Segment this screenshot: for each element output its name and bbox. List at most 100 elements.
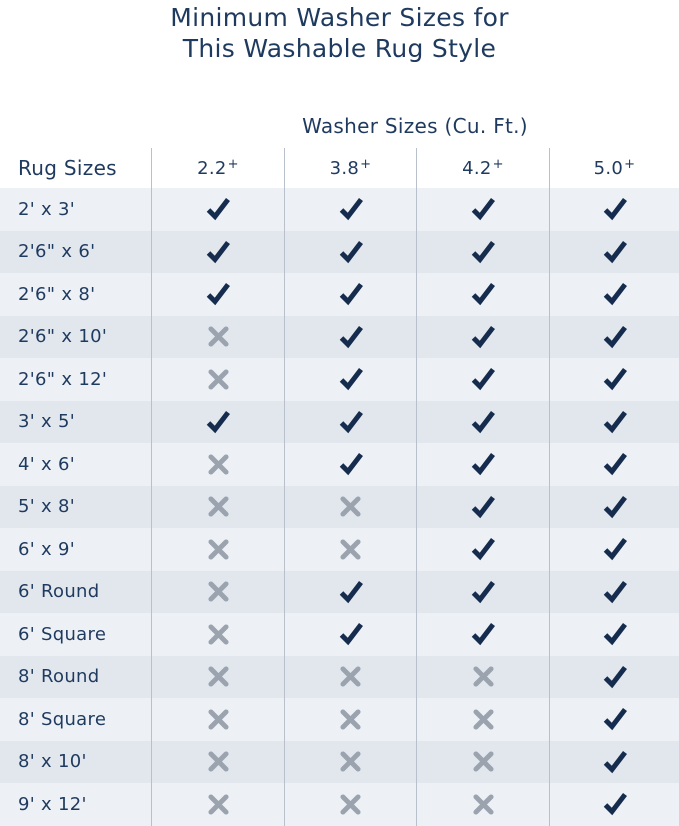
table-row: 5' x 8' xyxy=(0,485,679,528)
rug-size-label: 2'6" x 12' xyxy=(18,368,108,390)
check-icon xyxy=(603,623,627,646)
check-icon xyxy=(339,325,363,349)
washer-fit-cell xyxy=(151,570,284,613)
check-icon xyxy=(471,368,495,391)
check-icon xyxy=(339,453,363,476)
x-icon xyxy=(207,666,229,687)
washer-fit-cell xyxy=(416,528,549,571)
washer-fit-cell xyxy=(416,400,549,443)
x-icon xyxy=(207,369,229,390)
x-icon xyxy=(340,496,361,517)
washer-fit-cell xyxy=(284,273,416,316)
washer-fit-cell xyxy=(284,400,416,443)
rug-size-label: 6' Round xyxy=(18,581,100,603)
table-row: 6' Round xyxy=(0,570,679,613)
washer-fit-cell xyxy=(284,443,416,486)
washer-fit-cell xyxy=(284,315,416,358)
washer-fit-cell xyxy=(284,740,416,783)
washer-fit-cell xyxy=(151,400,284,443)
check-icon xyxy=(471,283,495,306)
x-icon xyxy=(207,751,229,772)
table-body: 2' x 3' 2'6" x 6' 2'6" x 8' 2'6" x 10' xyxy=(0,188,679,826)
washer-fit-cell xyxy=(549,485,679,528)
washer-fit-cell xyxy=(151,698,284,741)
washer-fit-cell xyxy=(151,783,284,826)
check-icon xyxy=(603,368,627,391)
check-icon xyxy=(603,453,627,476)
x-icon xyxy=(207,496,229,517)
check-icon xyxy=(471,495,495,519)
washer-fit-cell xyxy=(549,655,679,698)
washer-fit-cell xyxy=(416,443,549,486)
check-icon xyxy=(471,325,495,349)
check-icon xyxy=(603,198,627,221)
check-icon xyxy=(471,240,495,264)
table-row: 4' x 6' xyxy=(0,443,679,486)
check-icon xyxy=(603,580,627,604)
rug-size-label: 8' Square xyxy=(18,708,107,730)
x-icon xyxy=(340,539,361,560)
washer-fit-cell xyxy=(549,315,679,358)
table-row: 2'6" x 12' xyxy=(0,358,679,401)
x-icon xyxy=(340,666,361,687)
washer-fit-cell xyxy=(416,613,549,656)
washer-fit-cell xyxy=(284,485,416,528)
washer-fit-cell xyxy=(549,400,679,443)
check-icon xyxy=(603,240,627,264)
table-row: 8' x 10' xyxy=(0,740,679,783)
x-icon xyxy=(207,709,229,730)
washer-fit-cell xyxy=(549,698,679,741)
washer-fit-cell xyxy=(416,783,549,826)
check-icon xyxy=(471,410,495,434)
washer-fit-cell xyxy=(416,570,549,613)
check-icon xyxy=(603,538,627,561)
table-row: 8' Round xyxy=(0,655,679,698)
washer-size-table: Rug Sizes 2.2 +3.8 +4.2 +5.0 + 2' x 3' 2'6" … xyxy=(0,148,679,826)
check-icon xyxy=(603,665,627,689)
washer-fit-cell xyxy=(151,528,284,571)
page-title: Minimum Washer Sizes for This Washable R… xyxy=(0,2,679,64)
x-icon xyxy=(472,666,494,687)
check-icon xyxy=(471,453,495,476)
washer-fit-cell xyxy=(549,570,679,613)
check-icon xyxy=(603,495,627,519)
washer-fit-cell xyxy=(416,273,549,316)
washer-fit-cell xyxy=(416,230,549,273)
column-group-header: Washer Sizes (Cu. Ft.) xyxy=(302,114,528,138)
washer-fit-cell xyxy=(151,315,284,358)
washer-fit-cell xyxy=(416,188,549,231)
rug-size-label: 2' x 3' xyxy=(18,198,75,220)
washer-fit-cell xyxy=(284,358,416,401)
washer-fit-cell xyxy=(549,528,679,571)
washer-fit-cell xyxy=(284,188,416,231)
rug-size-label: 6' x 9' xyxy=(18,538,75,560)
check-icon xyxy=(603,793,627,816)
x-icon xyxy=(340,709,361,730)
washer-fit-cell xyxy=(284,230,416,273)
table-row: 2' x 3' xyxy=(0,188,679,231)
washer-fit-cell xyxy=(151,273,284,316)
washer-fit-cell xyxy=(549,443,679,486)
washer-fit-cell xyxy=(151,740,284,783)
table-row: 2'6" x 10' xyxy=(0,315,679,358)
washer-fit-cell xyxy=(151,655,284,698)
washer-fit-cell xyxy=(549,740,679,783)
washer-fit-cell xyxy=(416,740,549,783)
column-header-5.0: 5.0 + xyxy=(549,148,679,188)
check-icon xyxy=(339,368,363,391)
washer-fit-cell xyxy=(284,783,416,826)
x-icon xyxy=(207,624,229,645)
washer-fit-cell xyxy=(416,315,549,358)
rug-size-label: 6' Square xyxy=(18,623,107,645)
washer-fit-cell xyxy=(284,570,416,613)
rug-size-label: 4' x 6' xyxy=(18,453,75,475)
check-icon xyxy=(603,410,627,434)
washer-fit-cell xyxy=(151,613,284,656)
washer-fit-cell xyxy=(284,655,416,698)
page-title-line-2: This Washable Rug Style xyxy=(182,34,497,63)
x-icon xyxy=(472,794,494,815)
table-row: 6' x 9' xyxy=(0,528,679,571)
washer-fit-cell xyxy=(549,188,679,231)
table-row: 2'6" x 8' xyxy=(0,273,679,316)
